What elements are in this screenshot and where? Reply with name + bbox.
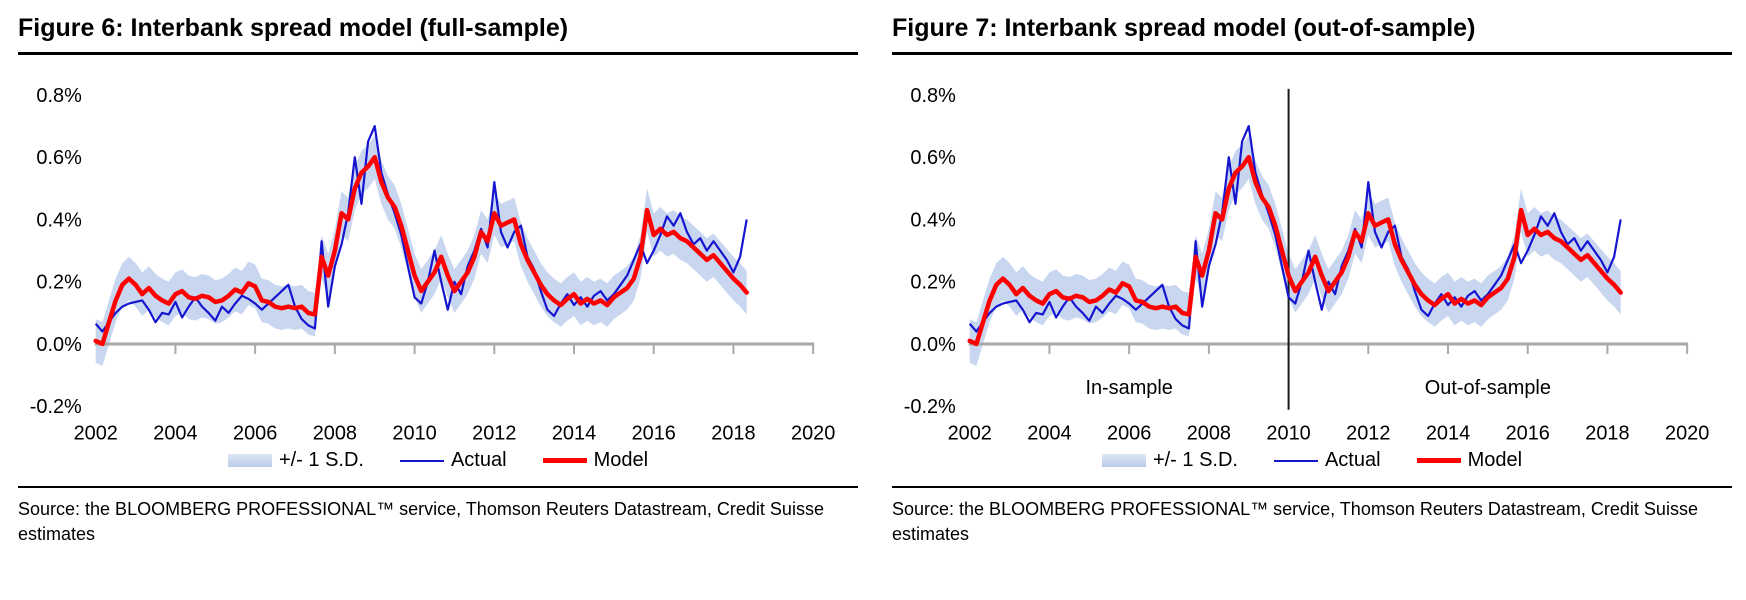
- model-line-swatch: [1416, 458, 1461, 464]
- model-label: Model: [593, 449, 649, 472]
- y-tick-label: -0.2%: [30, 396, 82, 418]
- y-tick-label: 0.8%: [910, 85, 955, 107]
- figure-6-legend: +/- 1 S.D. Actual Model: [18, 449, 858, 472]
- source-text: Source: the BLOOMBERG PROFESSIONAL™ serv…: [18, 499, 824, 544]
- sd-band-swatch: [1101, 454, 1146, 468]
- figure-7-chart: 2002 2004 2006 2008 2010 2012 2014 2016 2018 2020…: [904, 85, 1710, 445]
- x-tick-label: 2002: [948, 422, 992, 444]
- x-tick-label: 2006: [1107, 422, 1151, 444]
- figure-7-source-note: Source: the BLOOMBERG PROFESSIONAL™ serv…: [892, 486, 1732, 546]
- x-tick-label: 2020: [1665, 422, 1709, 444]
- source-text: Source: the BLOOMBERG PROFESSIONAL™ serv…: [892, 499, 1698, 544]
- x-tick-label: 2012: [1346, 422, 1390, 444]
- x-tick-label: 2008: [313, 422, 357, 444]
- x-tick-label: 2010: [392, 422, 436, 444]
- actual-label: Actual: [450, 449, 507, 472]
- actual-line: [94, 124, 748, 333]
- figure-7-title: Figure 7: Interbank spread model (out-of…: [892, 14, 1732, 55]
- y-tick-label: -0.2%: [904, 396, 956, 418]
- x-tick-label: 2004: [153, 422, 197, 444]
- figure-6-source-note: Source: the BLOOMBERG PROFESSIONAL™ serv…: [18, 486, 858, 546]
- y-tick-label: 0.6%: [36, 147, 81, 169]
- y-tick-label: 0.0%: [910, 334, 955, 356]
- legend-item-model: Model: [1416, 449, 1523, 472]
- legend-item-sd-band: +/- 1 S.D.: [1101, 449, 1238, 472]
- figure-6-title: Figure 6: Interbank spread model (full-s…: [18, 14, 858, 55]
- legend-item-actual: Actual: [1273, 449, 1381, 472]
- y-tick-label: 0.2%: [36, 271, 81, 293]
- y-tick-label: 0.4%: [910, 209, 955, 231]
- report-page: Figure 6: Interbank spread model (full-s…: [18, 12, 1732, 546]
- x-tick-label: 2004: [1027, 422, 1071, 444]
- actual-line: [968, 124, 1622, 333]
- x-tick-label: 2014: [1426, 422, 1470, 444]
- sd-band-label: +/- 1 S.D.: [278, 449, 364, 472]
- x-tick-label: 2006: [233, 422, 277, 444]
- actual-line-swatch: [1273, 459, 1318, 463]
- figure-6-panel: Figure 6: Interbank spread model (full-s…: [18, 12, 858, 546]
- x-tick-label: 2018: [711, 422, 755, 444]
- sd-band-label: +/- 1 S.D.: [1152, 449, 1238, 472]
- y-tick-label: 0.0%: [36, 334, 81, 356]
- model-line: [967, 154, 1623, 346]
- x-tick-label: 2010: [1266, 422, 1310, 444]
- model-label: Model: [1467, 449, 1523, 472]
- x-tick-label: 2008: [1187, 422, 1231, 444]
- x-tick-label: 2020: [791, 422, 835, 444]
- x-tick-label: 2012: [472, 422, 516, 444]
- y-tick-label: 0.4%: [36, 209, 81, 231]
- in-sample-label: In-sample: [1085, 377, 1172, 399]
- figure-7-legend: +/- 1 S.D. Actual Model: [892, 449, 1732, 472]
- legend-item-actual: Actual: [399, 449, 507, 472]
- model-line: [93, 154, 749, 346]
- x-tick-label: 2014: [552, 422, 596, 444]
- actual-label: Actual: [1324, 449, 1381, 472]
- sd-band: [969, 135, 1621, 366]
- legend-item-sd-band: +/- 1 S.D.: [227, 449, 364, 472]
- x-tick-label: 2018: [1585, 422, 1629, 444]
- sd-band-swatch: [227, 454, 272, 468]
- x-tick-label: 2002: [74, 422, 118, 444]
- out-of-sample-label: Out-of-sample: [1425, 377, 1551, 399]
- model-line-swatch: [542, 458, 587, 464]
- legend-item-model: Model: [542, 449, 649, 472]
- actual-line-swatch: [399, 459, 444, 463]
- y-tick-label: 0.2%: [910, 271, 955, 293]
- x-tick-label: 2016: [1506, 422, 1550, 444]
- figure-7-panel: Figure 7: Interbank spread model (out-of…: [892, 12, 1732, 546]
- y-tick-label: 0.8%: [36, 85, 81, 107]
- x-tick-label: 2016: [632, 422, 676, 444]
- sd-band: [95, 135, 747, 366]
- y-tick-label: 0.6%: [910, 147, 955, 169]
- figure-6-chart: 2002 2004 2006 2008 2010 2012 2014 2016 2018 2020…: [30, 85, 836, 445]
